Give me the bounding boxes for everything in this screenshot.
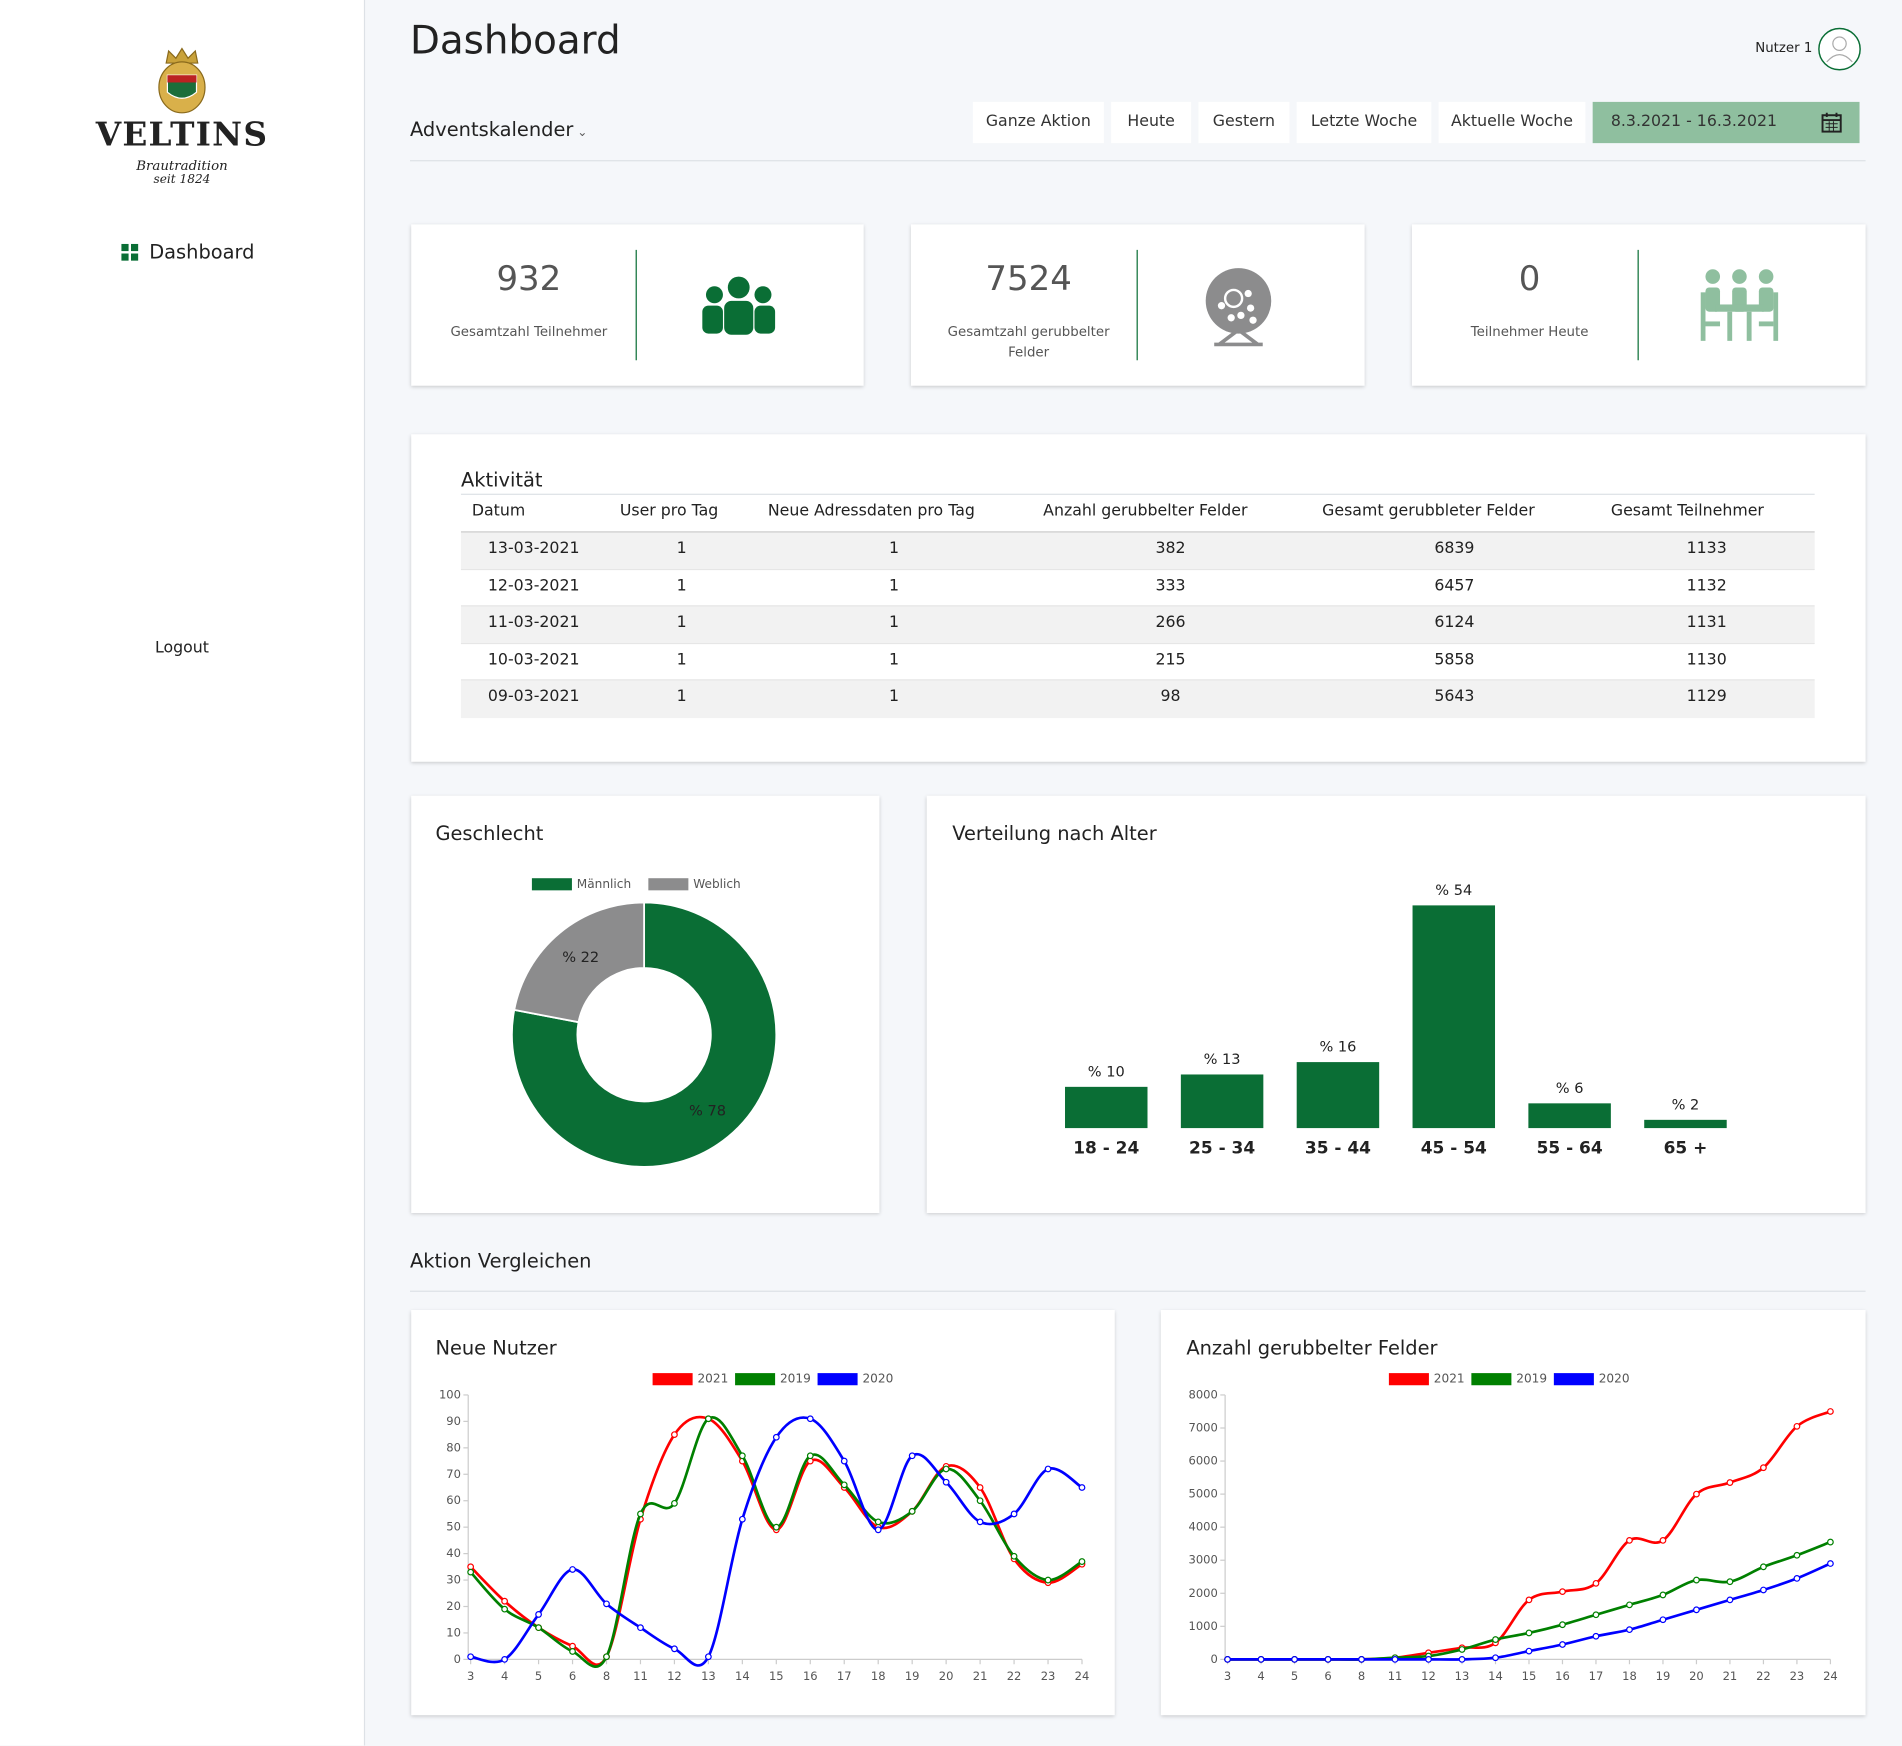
stat-divider [1637, 249, 1639, 361]
stat-card: 7524 Gesamtzahl gerubbelter Felder [910, 224, 1365, 386]
table-cell: 1 [888, 614, 900, 633]
logo-since: seit 1824 [153, 173, 211, 187]
table-row [460, 642, 1815, 681]
table-cell: 12-03-2021 [487, 576, 580, 596]
logo-tagline: Brautradition [136, 157, 228, 174]
gender-card [411, 795, 880, 1213]
table-cell: 5643 [1434, 688, 1475, 707]
filter-button[interactable]: Letzte Woche [1296, 101, 1432, 144]
table-title: Aktivität [460, 468, 543, 492]
table-cell: 6457 [1434, 576, 1475, 596]
date-range-picker[interactable]: 8.3.2021 - 16.3.2021 [1592, 101, 1860, 144]
filter-button[interactable]: Ganze Aktion [972, 101, 1104, 144]
table-divider [460, 493, 1815, 495]
stat-label: Teilnehmer Heute [1470, 323, 1589, 340]
calendar-icon [1821, 112, 1842, 133]
section-title: Aktion Vergleichen [409, 1249, 592, 1273]
table-cell: 10-03-2021 [487, 651, 580, 670]
stat-label: Gesamtzahl gerubbelter Felder [947, 323, 1110, 361]
stat-value: 932 [496, 258, 562, 299]
table-cell: 5858 [1434, 651, 1475, 670]
table-row [460, 605, 1815, 644]
section-divider [409, 1290, 1866, 1292]
user-avatar[interactable] [1817, 27, 1862, 72]
table-cell: 1 [676, 651, 687, 670]
table-row [460, 531, 1815, 570]
table-cell: 6839 [1434, 539, 1475, 558]
activity-card: Aktivität Datum User pro Tag Neue Adressda… [411, 434, 1866, 762]
table-cell: 1133 [1686, 539, 1727, 558]
table-cell: 215 [1155, 651, 1186, 670]
column-header: User pro Tag [619, 502, 719, 521]
logo-crest [158, 47, 206, 114]
stat-card: 0 Teilnehmer Heute [1411, 224, 1866, 386]
age-card [926, 795, 1866, 1213]
logout[interactable]: Logout [154, 639, 209, 658]
column-header: Gesamt Teilnehmer [1610, 502, 1764, 521]
stat-label: Gesamtzahl Teilnehmer [450, 323, 608, 340]
column-header: Datum [471, 502, 526, 521]
table-cell: 1 [888, 539, 900, 558]
stat-card: 932 Gesamtzahl Teilnehmer [411, 224, 864, 386]
date-range: 8.3.2021 - 16.3.2021 [1610, 112, 1778, 132]
table-cell: 09-03-2021 [487, 688, 580, 707]
table-cell: 1 [888, 688, 900, 707]
filter-button[interactable]: Aktuelle Woche [1438, 101, 1586, 144]
header-divider [409, 160, 1866, 162]
table-cell: 266 [1155, 614, 1186, 633]
table-cell: 1129 [1686, 688, 1727, 707]
table-cell: 1131 [1686, 614, 1727, 633]
lottery-icon [1205, 268, 1272, 347]
column-header: Neue Adressdaten pro Tag [767, 502, 975, 521]
sidebar: VELTINS Brautradition seit 1824 Dashboar… [0, 0, 366, 1746]
stat-divider [635, 249, 637, 361]
campaign-select[interactable]: Adventskalender ⌄ [409, 117, 588, 141]
filter-button[interactable]: Gestern [1198, 101, 1290, 144]
fields-card [1160, 1310, 1866, 1716]
column-header: Anzahl gerubbelter Felder [1043, 502, 1248, 521]
filter-button[interactable]: Heute [1111, 101, 1192, 144]
campaign-label: Adventskalender [409, 117, 574, 141]
logo-brand: VELTINS [95, 116, 269, 155]
nav-icon [121, 243, 139, 261]
table-cell: 6124 [1434, 614, 1475, 633]
user-name[interactable]: Nutzer 1 [1755, 40, 1813, 56]
meeting-icon [1700, 269, 1779, 341]
table-cell: 1 [888, 576, 900, 596]
table-cell: 1130 [1686, 651, 1727, 670]
table-cell: 13-03-2021 [487, 539, 580, 558]
page-title: Dashboard [409, 16, 621, 64]
table-cell: 98 [1160, 688, 1181, 707]
table-row [460, 679, 1815, 719]
table-cell: 382 [1155, 539, 1186, 558]
stat-value: 7524 [985, 258, 1072, 299]
table-cell: 1 [888, 651, 900, 670]
table-cell: 333 [1155, 576, 1186, 596]
table-cell: 1 [676, 688, 687, 707]
table-cell: 1 [676, 539, 687, 558]
stat-divider [1136, 249, 1138, 361]
table-row [460, 568, 1815, 607]
column-header: Gesamt gerubbleter Felder [1322, 502, 1535, 521]
table-cell: 1132 [1686, 576, 1727, 596]
stat-value: 0 [1518, 258, 1541, 299]
participants-icon [702, 276, 776, 335]
table-cell: 11-03-2021 [487, 614, 580, 633]
nav-dashboard[interactable]: Dashboard [149, 240, 255, 264]
table-cell: 1 [676, 576, 687, 596]
table-cell: 1 [676, 614, 687, 633]
new-users-card [411, 1310, 1115, 1716]
